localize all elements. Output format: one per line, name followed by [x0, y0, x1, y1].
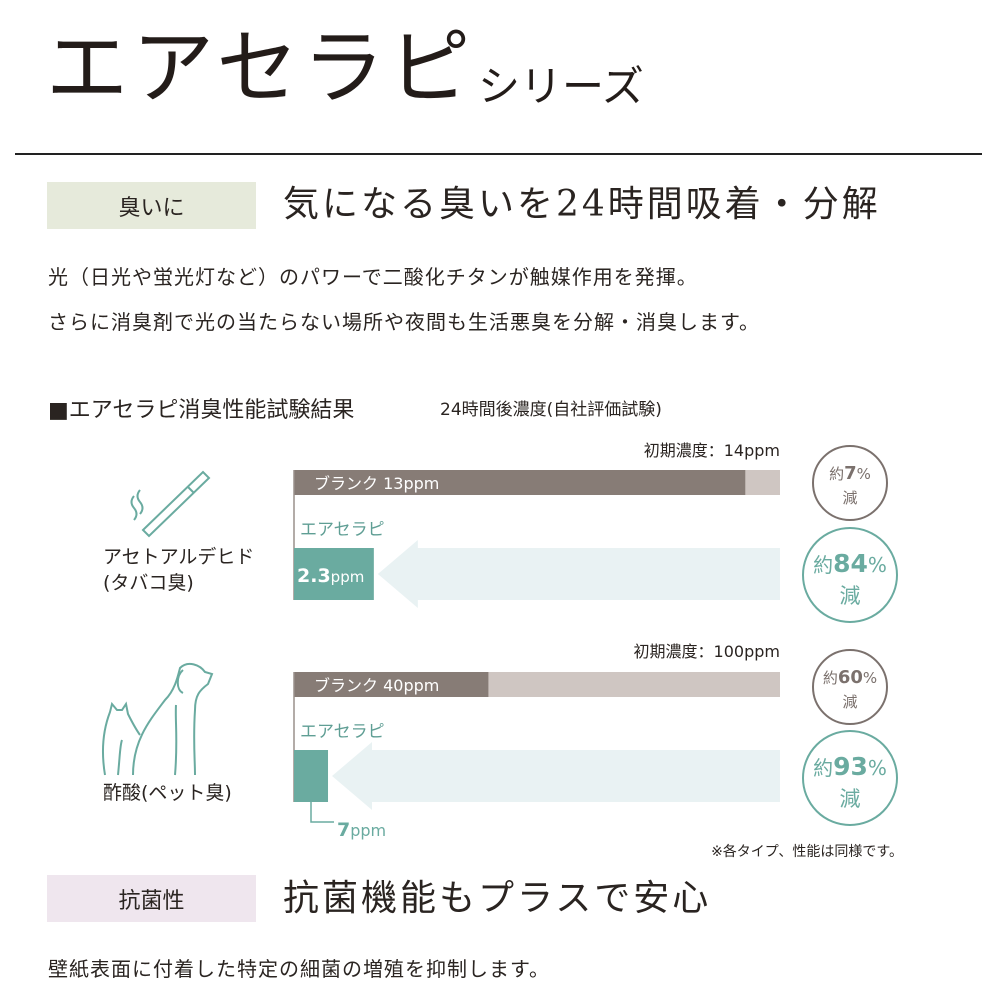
divider — [15, 153, 982, 155]
section-tag-odor: 臭いに — [47, 182, 256, 229]
product-reduction-value: 約93% — [813, 752, 887, 781]
initial-concentration: 初期濃度：100ppm — [633, 642, 780, 661]
odor-name: 酢酸 — [103, 782, 142, 804]
results-title: ■エアセラピ消臭性能試験結果 — [48, 398, 355, 423]
blank-reduction-suffix: 減 — [842, 489, 857, 507]
section-heading-antibacterial: 抗菌機能もプラスで安心 — [283, 878, 712, 919]
reduction-arrow — [377, 540, 780, 608]
body-text: 壁紙表面に付着した特定の細菌の増殖を抑制します。 — [48, 957, 550, 981]
results-subtitle: 24時間後濃度(自社評価試験) — [440, 400, 662, 420]
body-text: 光（日光や蛍光灯など）のパワーで二酸化チタンが触媒作用を発揮。 — [48, 265, 698, 289]
blank-bar — [294, 470, 746, 495]
initial-concentration: 初期濃度：14ppm — [643, 441, 780, 460]
product-bar — [294, 548, 374, 600]
blank-reduction-badge — [812, 649, 888, 725]
page-subtitle: シリーズ — [478, 62, 644, 111]
odor-note: (タバコ臭) — [103, 572, 194, 594]
blank-reduction-value: 約60% — [823, 667, 877, 688]
product-reduction-suffix: 減 — [840, 584, 861, 608]
product-reduction-badge — [802, 527, 898, 623]
blank-reduction-value: 約7% — [829, 463, 871, 484]
section-heading-odor: 気になる臭いを24時間吸着・分解 — [283, 184, 881, 225]
blank-bar-label: ブランク 13ppm — [314, 474, 439, 493]
product-reduction-value: 約84% — [813, 549, 887, 578]
product-value-label: 2.3ppm — [297, 565, 364, 587]
footnote: ※各タイプ、性能は同様です。 — [711, 844, 903, 860]
odor-note: (ペット臭) — [141, 782, 232, 804]
section-tag-antibacterial: 抗菌性 — [47, 875, 256, 922]
product-value-label: 7ppm — [337, 819, 386, 841]
product-label: エアセラピ — [300, 722, 385, 742]
body-text: さらに消臭剤で光の当たらない場所や夜間も生活悪臭を分解・消臭します。 — [48, 310, 760, 334]
odor-name: アセトアルデヒド — [103, 546, 255, 568]
blank-bar-label: ブランク 40ppm — [314, 676, 439, 695]
product-label: エアセラピ — [300, 520, 385, 540]
dog-and-cat-icon — [101, 662, 214, 776]
product-reduction-badge — [802, 730, 898, 826]
blank-reduction-badge — [812, 445, 888, 521]
product-reduction-suffix: 減 — [840, 787, 861, 811]
cigarette-icon — [130, 470, 211, 538]
odor-label: 酢酸(ペット臭) — [103, 780, 232, 806]
blank-reduction-suffix: 減 — [842, 693, 857, 711]
leader-line — [310, 785, 334, 823]
blank-bar — [294, 672, 489, 697]
odor-label: アセトアルデヒド (タバコ臭) — [103, 544, 254, 596]
reduction-arrow — [332, 742, 780, 810]
page-title: エアセラピ — [46, 21, 475, 116]
